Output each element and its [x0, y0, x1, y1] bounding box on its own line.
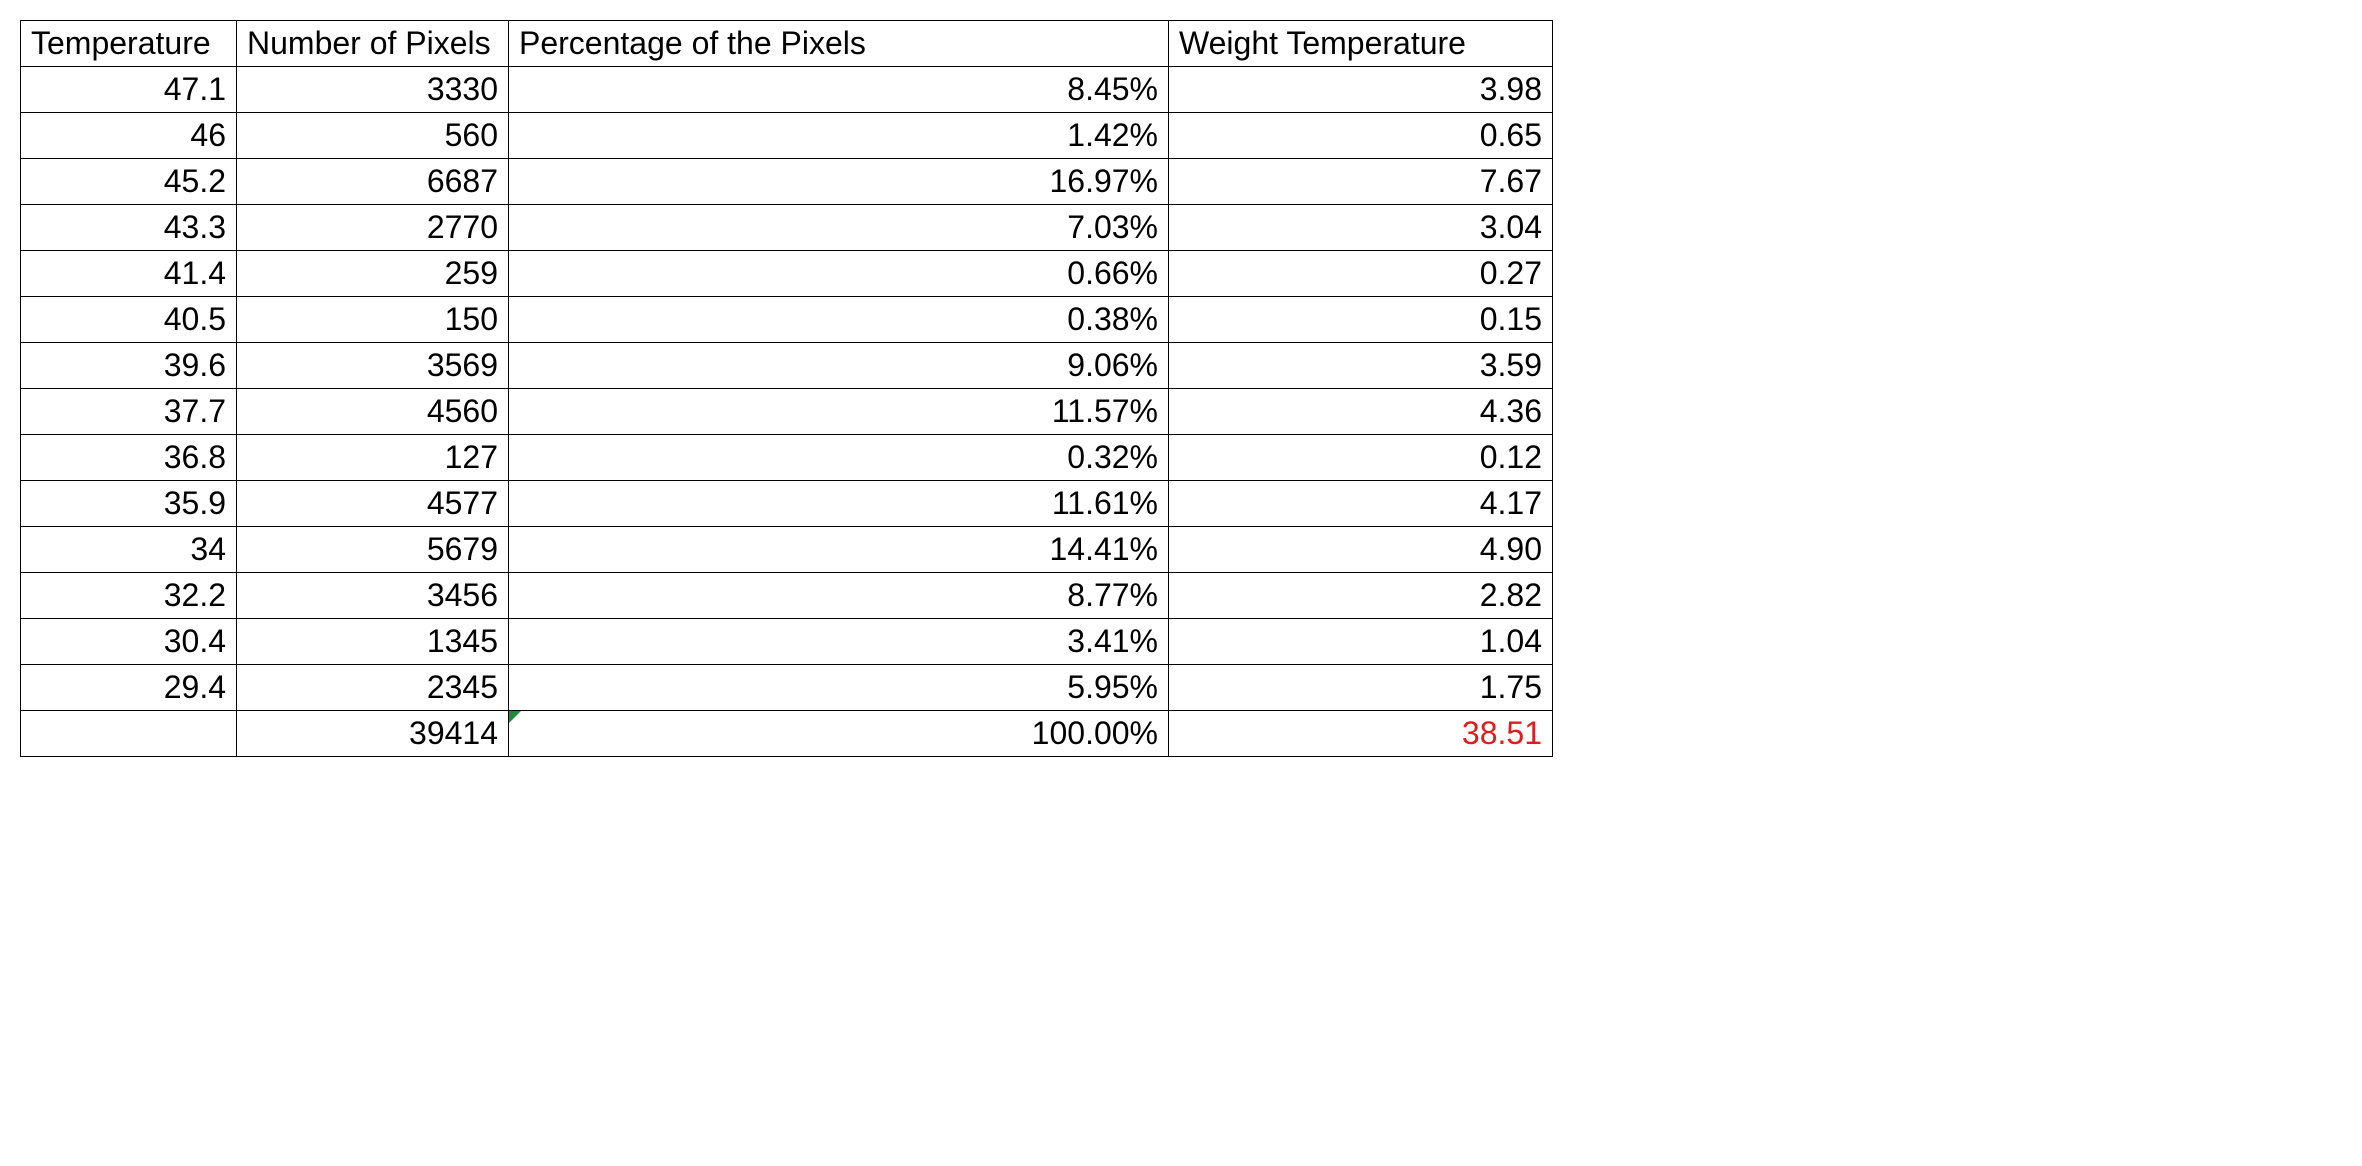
cell-temperature: 32.2	[21, 573, 237, 619]
cell-temperature: 45.2	[21, 159, 237, 205]
cell-weight: 3.98	[1169, 67, 1553, 113]
cell-temperature: 30.4	[21, 619, 237, 665]
cell-temperature: 34	[21, 527, 237, 573]
cell-pixels: 4577	[237, 481, 509, 527]
cell-percentage: 1.42%	[509, 113, 1169, 159]
cell-weight: 4.90	[1169, 527, 1553, 573]
cell-pixels: 3330	[237, 67, 509, 113]
cell-weight: 0.27	[1169, 251, 1553, 297]
cell-pixels: 4560	[237, 389, 509, 435]
cell-percentage: 5.95%	[509, 665, 1169, 711]
table-row: 45.2668716.97%7.67	[21, 159, 1553, 205]
cell-temperature: 40.5	[21, 297, 237, 343]
cell-temperature: 43.3	[21, 205, 237, 251]
cell-temperature: 29.4	[21, 665, 237, 711]
cell-pixels: 127	[237, 435, 509, 481]
header-temperature: Temperature	[21, 21, 237, 67]
table-row: 43.327707.03%3.04	[21, 205, 1553, 251]
table-row: 36.81270.32%0.12	[21, 435, 1553, 481]
cell-percentage: 11.57%	[509, 389, 1169, 435]
cell-percentage: 0.66%	[509, 251, 1169, 297]
cell-pixels: 3456	[237, 573, 509, 619]
table-row: 34567914.41%4.90	[21, 527, 1553, 573]
cell-temperature: 41.4	[21, 251, 237, 297]
table-row: 37.7456011.57%4.36	[21, 389, 1553, 435]
cell-weight: 7.67	[1169, 159, 1553, 205]
table-row: 47.133308.45%3.98	[21, 67, 1553, 113]
cell-percentage: 8.45%	[509, 67, 1169, 113]
table-row: 40.51500.38%0.15	[21, 297, 1553, 343]
header-percentage: Percentage of the Pixels	[509, 21, 1169, 67]
cell-weight: 0.65	[1169, 113, 1553, 159]
cell-weight: 4.17	[1169, 481, 1553, 527]
table-totals-row: 39414 100.00% 38.51	[21, 711, 1553, 757]
cell-pixels: 2770	[237, 205, 509, 251]
cell-weight: 3.04	[1169, 205, 1553, 251]
cell-pixels: 1345	[237, 619, 509, 665]
cell-weight: 1.04	[1169, 619, 1553, 665]
cell-percentage: 14.41%	[509, 527, 1169, 573]
cell-temperature: 35.9	[21, 481, 237, 527]
totals-weight: 38.51	[1169, 711, 1553, 757]
cell-pixels: 3569	[237, 343, 509, 389]
cell-percentage: 7.03%	[509, 205, 1169, 251]
cell-temperature: 39.6	[21, 343, 237, 389]
cell-temperature: 36.8	[21, 435, 237, 481]
table-row: 30.413453.41%1.04	[21, 619, 1553, 665]
header-weight: Weight Temperature	[1169, 21, 1553, 67]
cell-pixels: 150	[237, 297, 509, 343]
totals-percentage: 100.00%	[509, 711, 1169, 757]
cell-percentage: 0.38%	[509, 297, 1169, 343]
cell-percentage: 0.32%	[509, 435, 1169, 481]
cell-temperature: 37.7	[21, 389, 237, 435]
totals-temperature	[21, 711, 237, 757]
cell-pixels: 5679	[237, 527, 509, 573]
cell-weight: 2.82	[1169, 573, 1553, 619]
cell-percentage: 8.77%	[509, 573, 1169, 619]
table-row: 32.234568.77%2.82	[21, 573, 1553, 619]
cell-temperature: 46	[21, 113, 237, 159]
pixel-temperature-table: Temperature Number of Pixels Percentage …	[20, 20, 1553, 757]
cell-percentage: 3.41%	[509, 619, 1169, 665]
cell-percentage: 16.97%	[509, 159, 1169, 205]
table-row: 39.635699.06%3.59	[21, 343, 1553, 389]
totals-pixels: 39414	[237, 711, 509, 757]
cell-weight: 3.59	[1169, 343, 1553, 389]
cell-weight: 0.15	[1169, 297, 1553, 343]
cell-weight: 4.36	[1169, 389, 1553, 435]
header-pixels: Number of Pixels	[237, 21, 509, 67]
table-row: 35.9457711.61%4.17	[21, 481, 1553, 527]
cell-temperature: 47.1	[21, 67, 237, 113]
cell-percentage: 9.06%	[509, 343, 1169, 389]
table-row: 465601.42%0.65	[21, 113, 1553, 159]
cell-pixels: 2345	[237, 665, 509, 711]
table-body: 47.133308.45%3.98465601.42%0.6545.266871…	[21, 67, 1553, 711]
cell-weight: 0.12	[1169, 435, 1553, 481]
table-header-row: Temperature Number of Pixels Percentage …	[21, 21, 1553, 67]
cell-weight: 1.75	[1169, 665, 1553, 711]
cell-percentage: 11.61%	[509, 481, 1169, 527]
cell-pixels: 560	[237, 113, 509, 159]
table-row: 29.423455.95%1.75	[21, 665, 1553, 711]
cell-pixels: 6687	[237, 159, 509, 205]
cell-pixels: 259	[237, 251, 509, 297]
table-row: 41.42590.66%0.27	[21, 251, 1553, 297]
